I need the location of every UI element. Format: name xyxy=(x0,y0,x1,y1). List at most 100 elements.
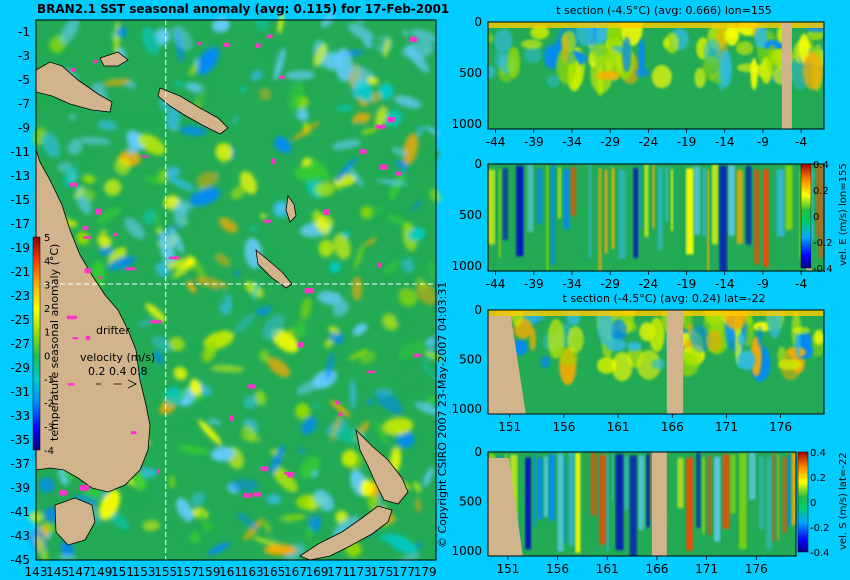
anomaly-patch xyxy=(177,445,210,455)
anomaly-patch xyxy=(364,237,377,246)
section-stripe xyxy=(509,454,518,530)
section-stripe xyxy=(772,453,775,543)
section-patch xyxy=(567,326,584,353)
anomaly-patch xyxy=(198,510,206,520)
anomaly-patch xyxy=(215,142,233,162)
section-stripe xyxy=(599,454,607,545)
section-y-tick-label: 500 xyxy=(459,66,482,80)
section-patch xyxy=(683,339,693,350)
section-patch xyxy=(622,36,632,73)
australia-land xyxy=(35,149,151,493)
drifter-marker xyxy=(82,226,89,231)
section-patch xyxy=(610,319,627,342)
section-patch xyxy=(556,47,577,85)
anomaly-patch xyxy=(138,133,166,156)
map-y-tick-label: -29 xyxy=(10,361,30,375)
section-x-tick-label: -19 xyxy=(677,135,697,149)
section-patch xyxy=(649,317,665,353)
section-frame xyxy=(487,309,825,415)
section-patch xyxy=(689,324,711,353)
anomaly-patch xyxy=(369,204,384,218)
section-frame xyxy=(487,163,825,272)
map-y-tick-label: -19 xyxy=(10,241,30,255)
map-y-tick-label: -31 xyxy=(10,385,30,399)
anomaly-patch xyxy=(352,323,368,336)
section-patch xyxy=(561,33,569,64)
velocity-colorbar-tick-label: 0.2 xyxy=(813,186,829,197)
anomaly-patch xyxy=(115,26,127,38)
section-patch xyxy=(494,28,513,54)
anomaly-patch xyxy=(208,418,222,425)
anomaly-patch xyxy=(333,233,351,260)
anomaly-patch xyxy=(105,113,125,121)
section-stripe xyxy=(719,165,728,271)
section-land-ridge xyxy=(651,452,667,556)
anomaly-patch xyxy=(272,466,298,493)
surface-warm-layer xyxy=(488,22,824,28)
section-stripe xyxy=(739,453,747,550)
anomaly-patch xyxy=(38,477,55,493)
anomaly-patch xyxy=(230,185,246,200)
section-patch xyxy=(750,58,758,90)
anomaly-patch xyxy=(263,544,297,556)
anomaly-patch xyxy=(325,352,335,381)
anomaly-patch xyxy=(414,401,441,415)
drifter-marker xyxy=(113,233,118,236)
drifter-marker xyxy=(244,493,251,498)
anomaly-patch xyxy=(129,116,157,124)
section-stripe xyxy=(502,167,509,241)
anomaly-patch xyxy=(239,86,247,93)
anomaly-patch xyxy=(155,227,163,234)
anomaly-patch xyxy=(300,297,312,320)
anomaly-patch xyxy=(349,167,364,188)
anomaly-patch xyxy=(363,37,372,49)
section-stripe xyxy=(816,164,819,237)
drifter-marker xyxy=(84,268,91,274)
drifter-marker xyxy=(157,469,161,474)
section-x-tick-label: 151 xyxy=(498,420,521,434)
anomaly-patch xyxy=(249,226,259,232)
anomaly-patch xyxy=(405,45,430,73)
drifter-marker xyxy=(279,75,285,80)
drifter-marker xyxy=(229,415,234,421)
section-stripe xyxy=(787,455,791,526)
anomaly-patch xyxy=(207,542,231,556)
anomaly-patch xyxy=(317,290,343,305)
anomaly-patch xyxy=(260,213,267,219)
anomaly-patch xyxy=(347,23,374,41)
section-panel-2: -44 -39 -34 -29 -24 -19 -14 -9 -4 0 500 1000 0.4 0.2 0… xyxy=(451,157,849,291)
copyright-text: © Copyright CSIRO 2007 23-May-2007 04:03… xyxy=(436,282,449,548)
anomaly-patch xyxy=(189,187,221,207)
section-y-tick-label: 0 xyxy=(474,157,482,171)
section-x-tick-label: 171 xyxy=(715,420,738,434)
section-patch xyxy=(750,336,762,377)
section-patch xyxy=(494,51,505,68)
section-stripe xyxy=(686,168,694,255)
drifter-marker xyxy=(150,320,162,324)
anomaly-patch xyxy=(211,365,245,373)
anomaly-patch xyxy=(329,261,341,273)
section-stripe xyxy=(677,457,684,509)
section-stripe xyxy=(702,457,705,534)
anomaly-patch xyxy=(350,65,374,79)
section-stripe xyxy=(728,165,735,236)
anomaly-patch xyxy=(391,147,408,157)
section-patch xyxy=(635,67,650,78)
anomaly-patch xyxy=(142,520,160,532)
anomaly-patch xyxy=(378,83,394,100)
anomaly-patch xyxy=(141,26,160,55)
section-stripe xyxy=(749,452,756,500)
anomaly-patch xyxy=(267,357,290,378)
map-x-tick-label: 167 xyxy=(284,565,307,579)
drifter-marker xyxy=(255,43,261,48)
section-stripe xyxy=(575,452,581,553)
anomaly-patch xyxy=(35,536,48,562)
drifter-marker xyxy=(79,485,89,491)
anomaly-patch xyxy=(259,87,271,101)
anomaly-patch xyxy=(266,494,282,505)
map-y-tick-label: -33 xyxy=(10,409,30,423)
section-x-tick-label: 161 xyxy=(596,562,619,576)
anomaly-patch xyxy=(313,42,328,67)
drifter-marker xyxy=(69,182,78,187)
